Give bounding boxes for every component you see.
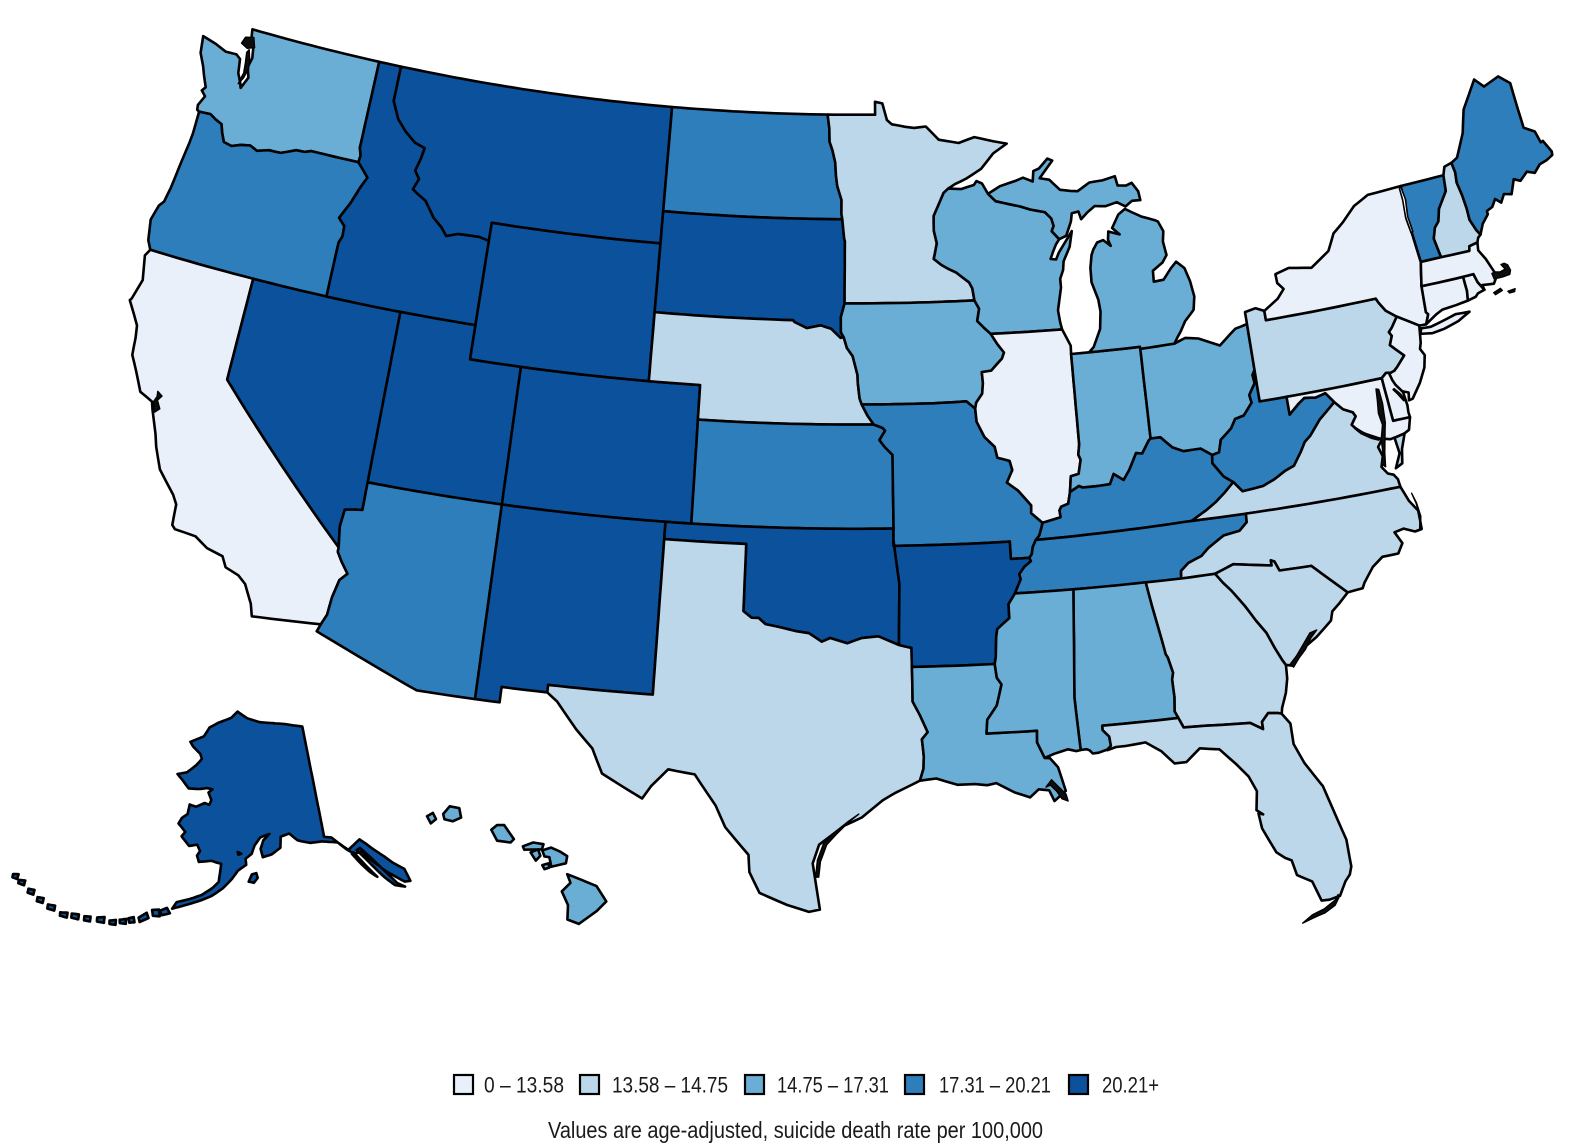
svg-text:Values are age-adjusted, suici: Values are age-adjusted, suicide death r…: [548, 1117, 1043, 1143]
svg-text:17.31 – 20.21: 17.31 – 20.21: [939, 1073, 1051, 1098]
svg-text:13.58 – 14.75: 13.58 – 14.75: [612, 1073, 728, 1098]
svg-text:0 – 13.58: 0 – 13.58: [484, 1073, 564, 1098]
svg-text:14.75 – 17.31: 14.75 – 17.31: [777, 1073, 889, 1098]
svg-text:20.21+: 20.21+: [1102, 1073, 1159, 1098]
